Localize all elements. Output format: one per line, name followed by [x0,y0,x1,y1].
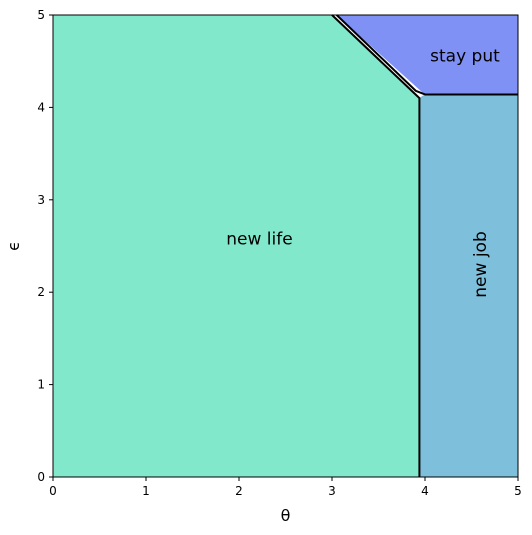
x-tick-label: 5 [514,484,522,498]
region-label-stay-put: stay put [430,47,500,67]
x-tick-label: 1 [142,484,150,498]
ticks-layer: 0 1 2 3 4 5 0 1 2 3 4 5 [37,8,521,498]
y-tick-label: 2 [37,285,45,299]
boundary-line-1 [331,14,421,477]
x-tick-label: 3 [328,484,336,498]
region-labels-layer: new life new job stay put [226,47,500,298]
plot-frame [52,14,519,478]
y-tick-label: 1 [37,378,45,392]
y-tick-label: 4 [37,100,45,114]
boundary-line-2 [335,14,518,96]
boundaries-layer [331,14,518,477]
region-label-new-life: new life [226,230,292,250]
x-axis-label: θ [281,506,291,525]
y-tick-label: 3 [37,193,45,207]
region-new-job [419,94,519,478]
x-tick-label: 4 [421,484,429,498]
x-tick-label: 0 [49,484,57,498]
y-tick-label: 5 [37,8,45,22]
x-tick-label: 2 [235,484,243,498]
y-axis-label: ϵ [4,241,23,251]
regions-layer [52,14,519,478]
region-label-new-job: new job [471,231,491,297]
y-tick-label: 0 [37,470,45,484]
